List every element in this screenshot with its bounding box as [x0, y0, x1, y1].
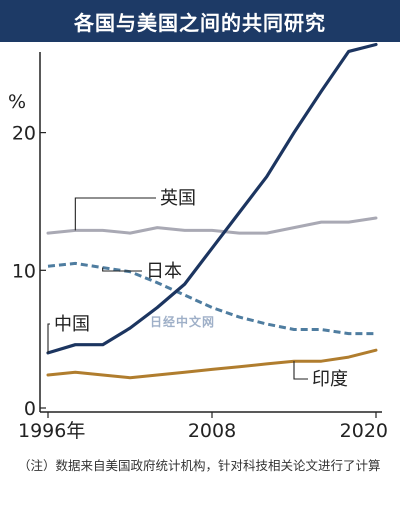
- label-leaders: [47, 197, 308, 380]
- y-unit-label: %: [8, 91, 26, 113]
- series-line-india: [46, 348, 378, 380]
- series-line-china: [46, 42, 378, 355]
- footnote: （注）数据来自美国政府统计机构，针对科技相关论文进行了计算: [18, 458, 381, 473]
- series-label: 英国: [160, 188, 196, 209]
- series-label: 印度: [312, 369, 348, 390]
- y-tick-label: 0: [24, 398, 36, 420]
- series-label: 日本: [146, 261, 182, 282]
- leader-line: [102, 267, 142, 272]
- x-tick-label: 2020: [340, 420, 388, 442]
- x-tick-label: 1996年: [18, 420, 85, 442]
- chart-title: 各国与美国之间的共同研究: [0, 0, 400, 42]
- leader-line: [74, 197, 156, 231]
- y-tick-label: 20: [12, 123, 36, 145]
- leader-line: [47, 323, 50, 353]
- y-tick-labels: 0 10 20: [12, 123, 46, 420]
- series-label: 中国: [54, 314, 90, 335]
- y-tick-label: 10: [12, 260, 36, 282]
- series-line-uk: [46, 216, 378, 235]
- leader-line: [293, 361, 308, 380]
- x-tick-label: 2008: [188, 420, 236, 442]
- axes: [39, 52, 382, 413]
- watermark-text: 日经中文网: [150, 314, 215, 329]
- x-tick-labels: 1996年 2008 2020: [18, 412, 388, 442]
